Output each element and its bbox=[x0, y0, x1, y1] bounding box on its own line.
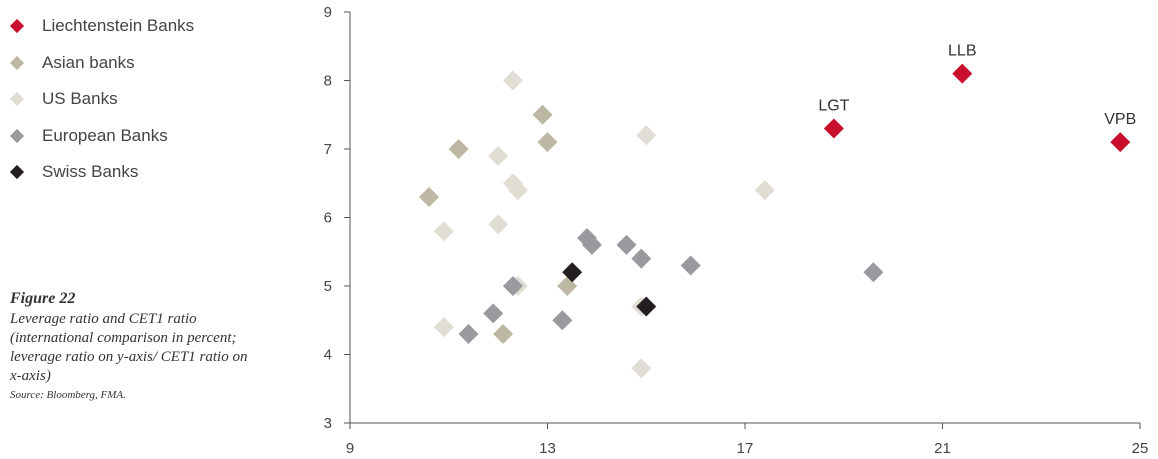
data-point bbox=[631, 248, 652, 269]
data-point-label: LLB bbox=[948, 43, 976, 60]
data-point bbox=[488, 145, 509, 166]
legend-label: Asian banks bbox=[42, 52, 135, 72]
x-tick-label: 17 bbox=[737, 440, 754, 457]
figure-source: Source: Bloomberg, FMA. bbox=[10, 389, 126, 401]
data-point bbox=[631, 358, 652, 379]
y-tick-label: 8 bbox=[324, 73, 332, 90]
legend-label: European Banks bbox=[42, 125, 168, 145]
legend-item-swiss: Swiss Banks bbox=[9, 154, 270, 191]
data-point bbox=[952, 63, 973, 84]
legend-item-us: US Banks bbox=[9, 81, 270, 118]
legend-item-liechtenstein: Liechtenstein Banks bbox=[9, 8, 270, 45]
data-point bbox=[581, 234, 602, 255]
data-point bbox=[507, 180, 528, 201]
data-point bbox=[433, 221, 454, 242]
legend: Liechtenstein Banks Asian banks US Banks… bbox=[9, 8, 270, 191]
x-tick-label: 21 bbox=[934, 440, 951, 457]
legend-item-asian: Asian banks bbox=[9, 45, 270, 82]
x-tick-label: 25 bbox=[1132, 440, 1149, 457]
legend-label: US Banks bbox=[42, 89, 118, 109]
y-tick-label: 9 bbox=[324, 4, 332, 21]
data-point bbox=[823, 118, 844, 139]
figure-caption: Figure 22 Leverage ratio and CET1 ratio … bbox=[10, 290, 260, 401]
y-tick-label: 5 bbox=[324, 278, 332, 295]
x-tick-label: 9 bbox=[346, 440, 354, 457]
figure-description: Leverage ratio and CET1 ratio (internati… bbox=[10, 311, 248, 384]
x-tick-label: 13 bbox=[539, 440, 556, 457]
data-point bbox=[863, 262, 884, 283]
data-point bbox=[616, 234, 637, 255]
data-point bbox=[488, 214, 509, 235]
data-point bbox=[458, 323, 479, 344]
figure-number: Figure 22 bbox=[10, 290, 76, 307]
data-point bbox=[1110, 132, 1131, 153]
data-point bbox=[562, 262, 583, 283]
data-point bbox=[754, 180, 775, 201]
legend-item-european: European Banks bbox=[9, 118, 270, 155]
data-point bbox=[483, 303, 504, 324]
data-point bbox=[502, 276, 523, 296]
legend-label: Liechtenstein Banks bbox=[42, 16, 195, 36]
data-point bbox=[680, 255, 701, 276]
data-point bbox=[419, 186, 439, 207]
data-point-label: VPB bbox=[1104, 111, 1136, 128]
data-point bbox=[493, 323, 514, 344]
data-point bbox=[636, 296, 657, 317]
y-tick-label: 4 bbox=[324, 347, 332, 364]
data-point bbox=[502, 70, 523, 91]
data-point bbox=[532, 104, 553, 125]
y-tick-label: 7 bbox=[324, 141, 332, 158]
data-point bbox=[433, 317, 454, 338]
y-tick-label: 6 bbox=[324, 210, 332, 227]
data-point bbox=[636, 125, 657, 146]
legend-label: Swiss Banks bbox=[42, 162, 139, 182]
data-point-label: LGT bbox=[818, 97, 849, 114]
y-tick-label: 3 bbox=[324, 415, 332, 432]
data-point bbox=[537, 132, 558, 153]
data-point bbox=[552, 310, 573, 331]
data-point bbox=[448, 139, 469, 159]
